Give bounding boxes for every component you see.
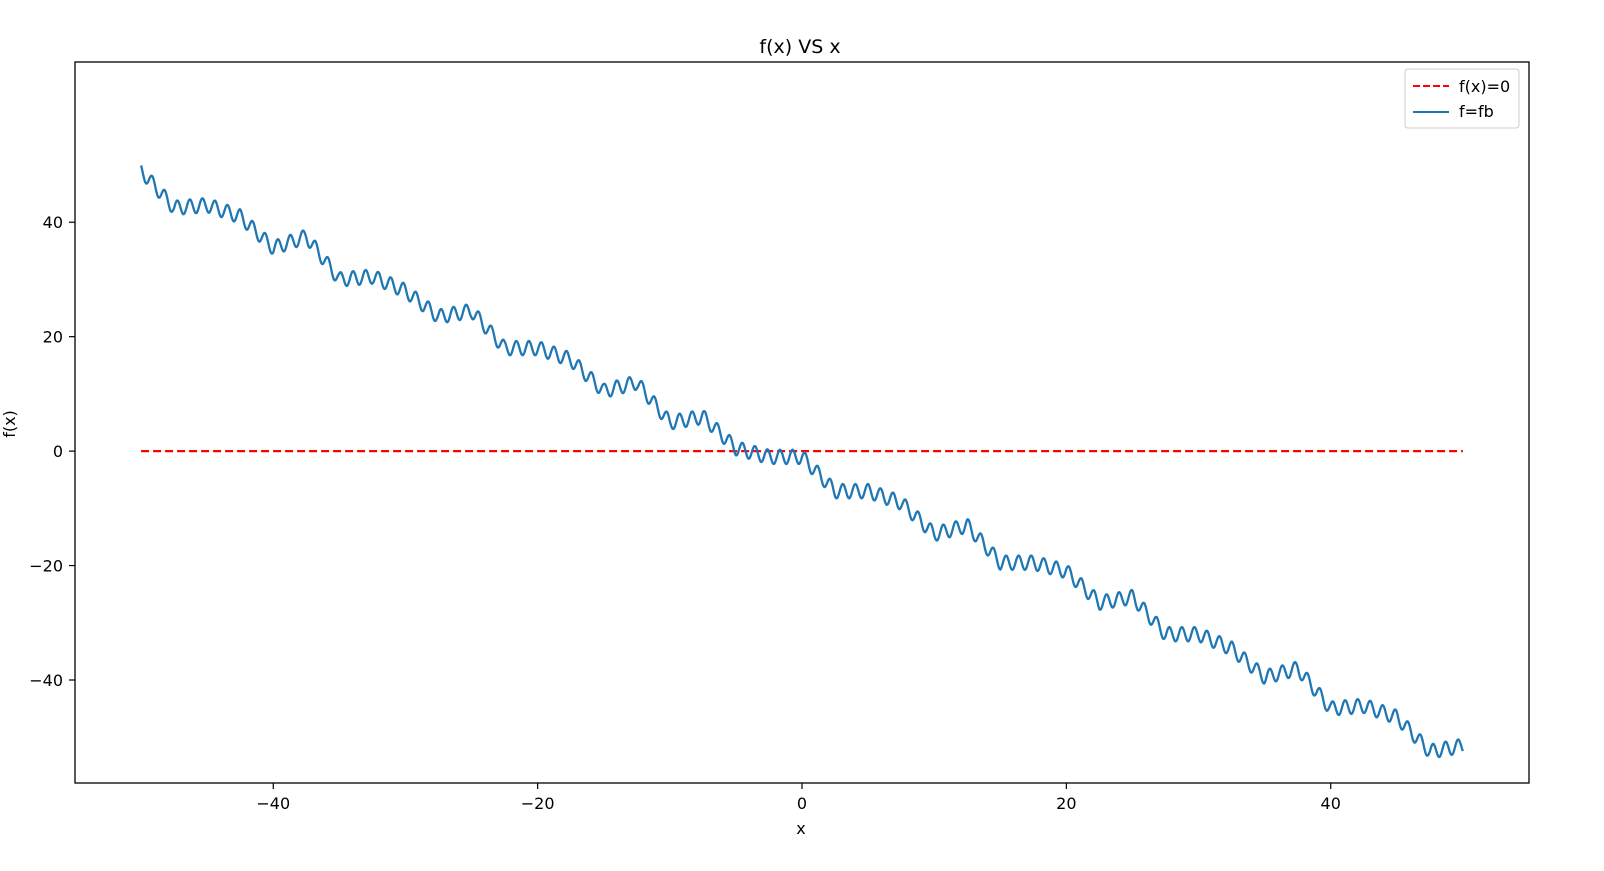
chart-title: f(x) VS x (759, 36, 840, 58)
x-axis-ticks: −40 −20 0 20 40 (256, 783, 1341, 813)
x-tick-label: −40 (256, 794, 290, 813)
plot-frame (74, 61, 1530, 784)
y-tick-label: 40 (43, 213, 63, 232)
x-tick-label: 20 (1056, 794, 1076, 813)
y-tick-label: −40 (29, 671, 63, 690)
legend: f(x)=0 f=fb (1404, 68, 1520, 129)
legend-label-zero-line: f(x)=0 (1459, 77, 1510, 96)
y-axis-label: f(x) (0, 410, 19, 438)
x-tick-label: 0 (797, 794, 807, 813)
y-tick-label: 0 (53, 442, 63, 461)
x-tick-label: 40 (1321, 794, 1341, 813)
x-axis-label: x (796, 819, 805, 838)
y-axis-ticks: 40 20 0 −20 −40 (29, 213, 75, 690)
x-tick-label: −20 (521, 794, 555, 813)
legend-label-fb: f=fb (1459, 102, 1494, 121)
series-fb-line (139, 165, 1464, 759)
y-tick-label: −20 (29, 557, 63, 576)
y-tick-label: 20 (43, 328, 63, 347)
plot-series (139, 165, 1464, 759)
legend-frame (1404, 68, 1520, 129)
